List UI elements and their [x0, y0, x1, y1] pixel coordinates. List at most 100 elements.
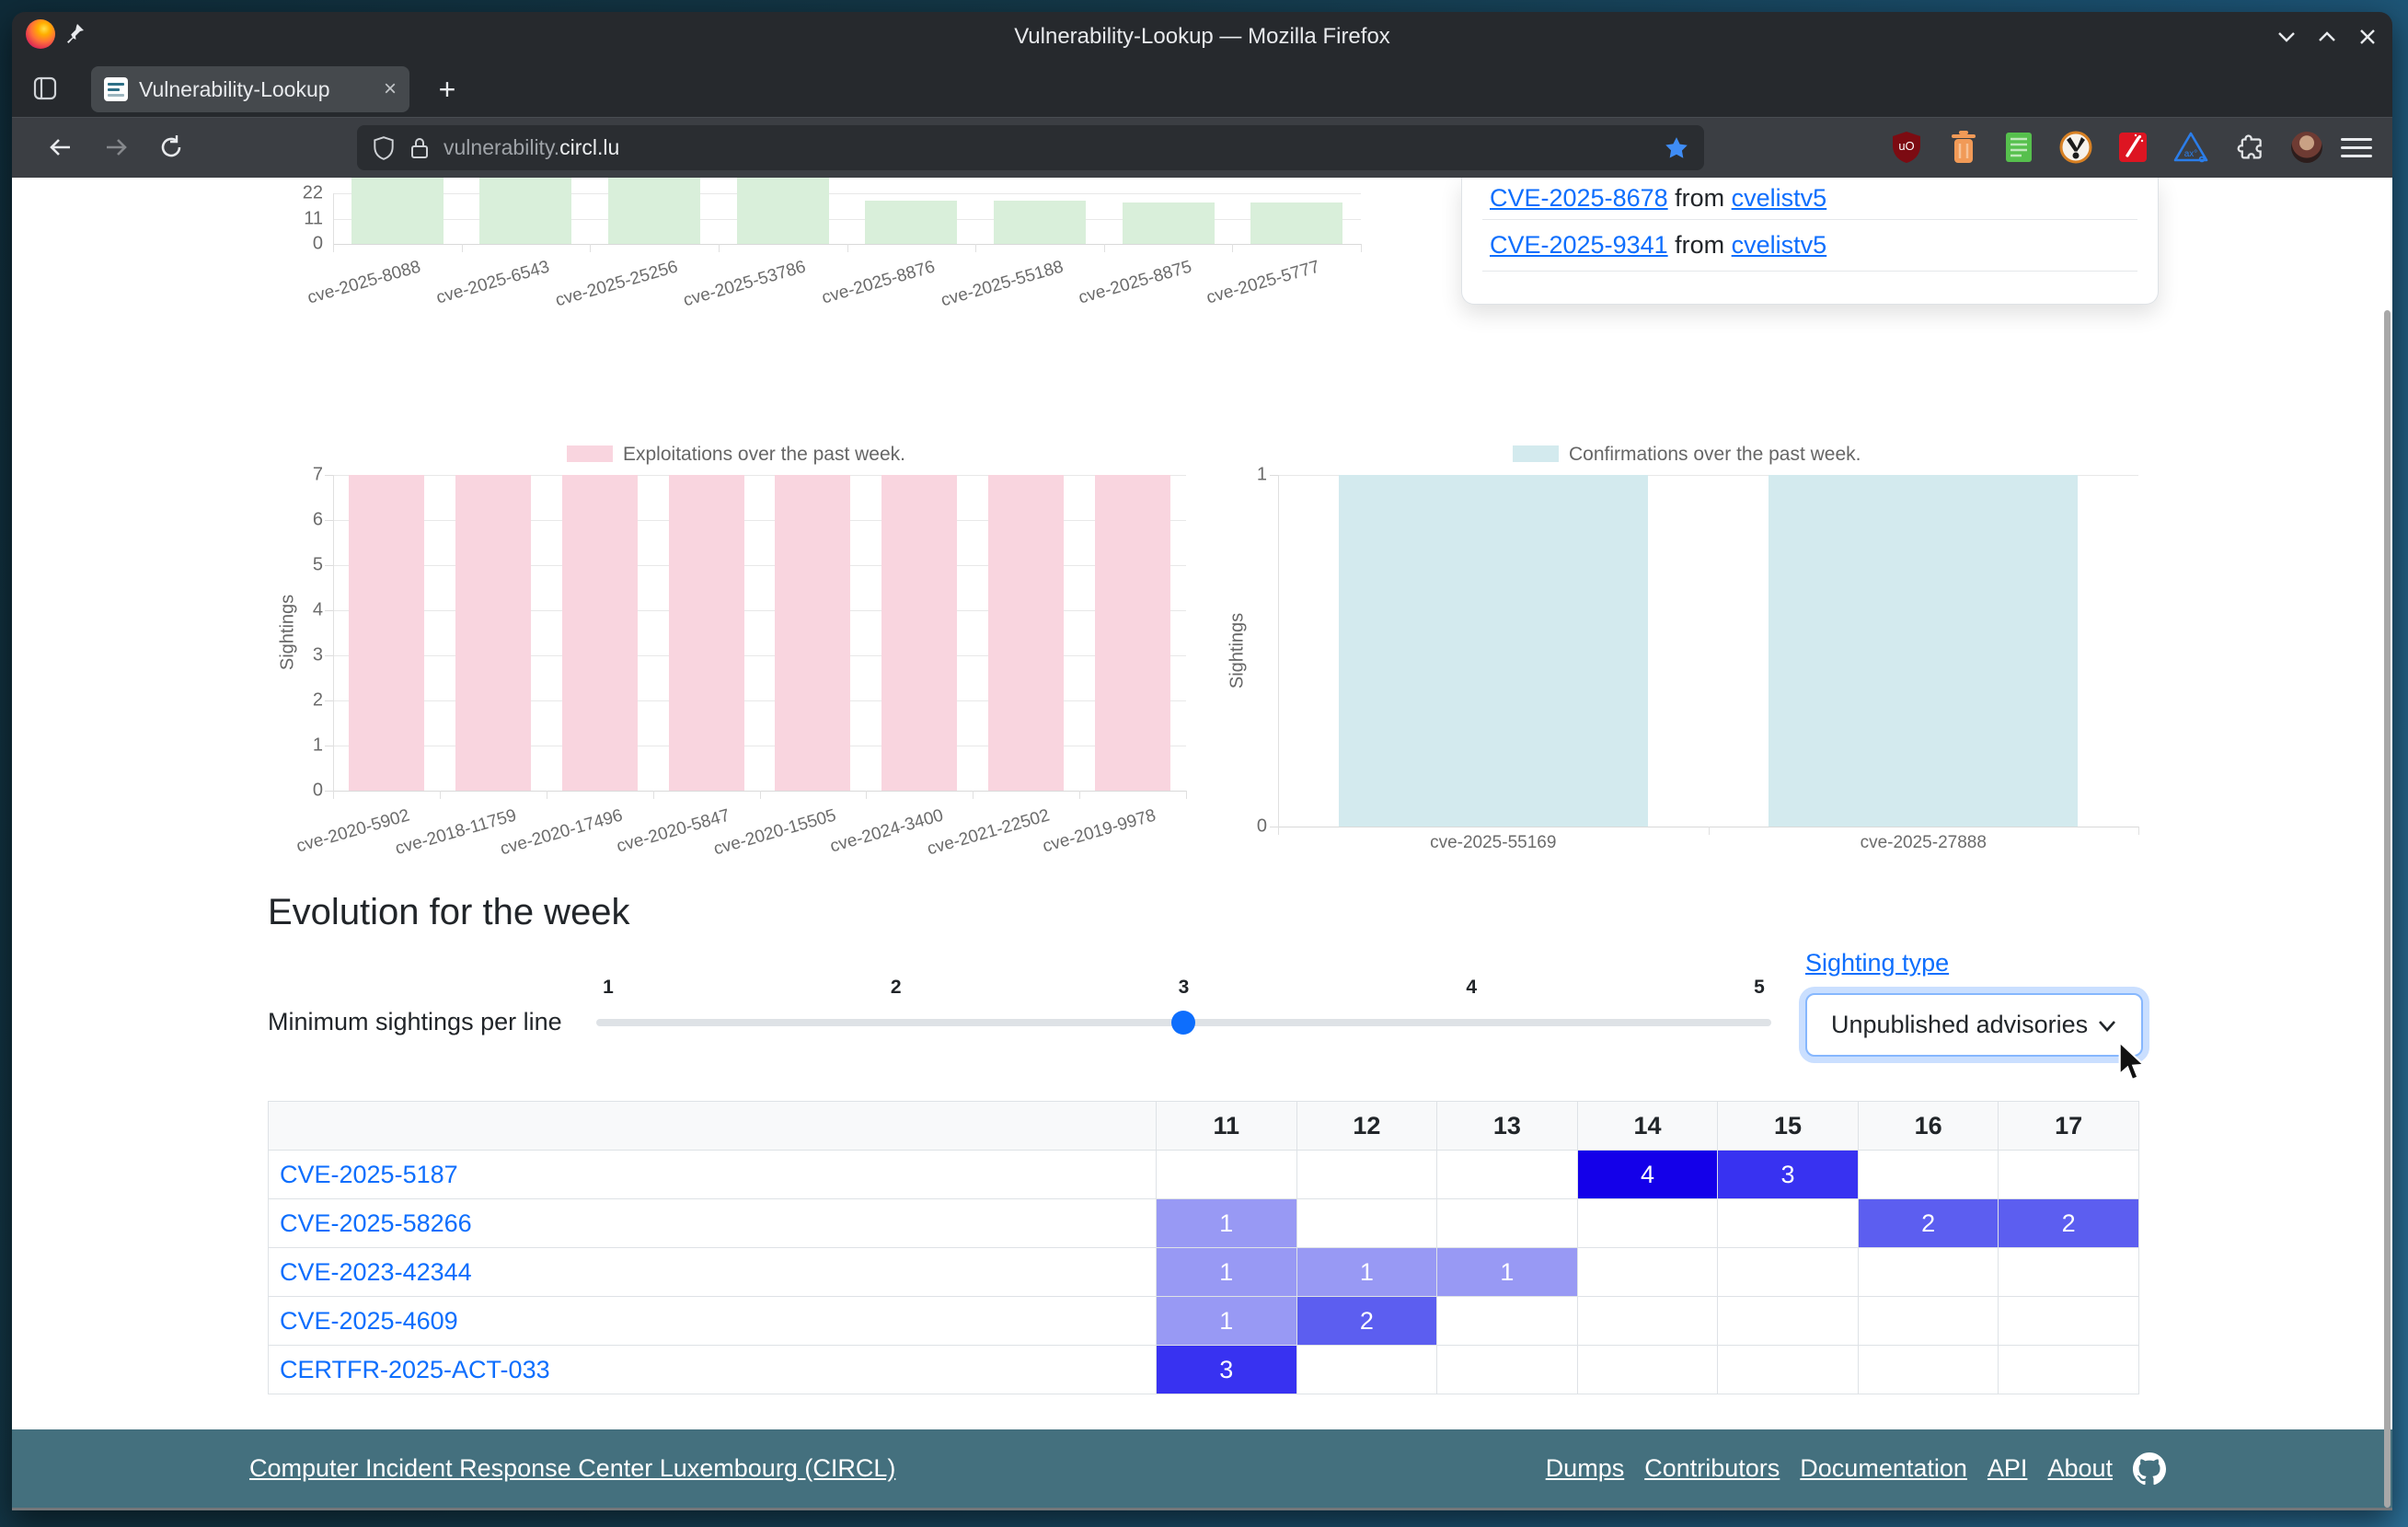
alert-from-text: from [1667, 231, 1732, 259]
sighting-type-value: Unpublished advisories [1831, 1011, 2089, 1038]
x-tick-mark [973, 791, 974, 799]
footer-link-documentation[interactable]: Documentation [1800, 1454, 1967, 1482]
tab-label: Vulnerability-Lookup [139, 76, 330, 101]
x-category-label: cve-2025-55169 [1430, 833, 1557, 852]
back-button[interactable] [40, 126, 82, 168]
sighting-count-cell [1998, 1150, 2139, 1199]
footer-link-contributors[interactable]: Contributors [1644, 1454, 1780, 1482]
forward-button[interactable] [95, 126, 137, 168]
x-tick-mark [1079, 791, 1081, 799]
trash-icon[interactable] [1949, 130, 1978, 165]
y-tick-label: 3 [312, 644, 323, 665]
maximize-button[interactable] [2315, 25, 2339, 49]
bar [348, 475, 424, 791]
gridline [333, 700, 1186, 701]
sighting-count-cell [1998, 1345, 2139, 1394]
vuln-link[interactable]: CVE-2025-58266 [280, 1209, 472, 1237]
alert-cve-link[interactable]: CVE-2025-9341 [1490, 231, 1668, 259]
extensions-puzzle-icon[interactable] [2234, 132, 2265, 163]
close-button[interactable] [2356, 25, 2379, 49]
axe-devtools-icon[interactable]: ax° [2173, 131, 2208, 164]
x-tick-mark [1278, 827, 1279, 835]
sighting-count-cell [1576, 1296, 1719, 1346]
table-corner [268, 1101, 1157, 1151]
sighting-count-cell [1576, 1247, 1719, 1297]
alert-item: CVE-2025-9341 from cvelistv5 [1482, 220, 2137, 272]
scrollbar-thumb[interactable] [2384, 310, 2391, 1508]
y-tick-mark [325, 700, 333, 701]
titlebar: Vulnerability-Lookup — Mozilla Firefox [12, 12, 2392, 61]
sighting-count-cell [1717, 1198, 1859, 1248]
slider-thumb[interactable] [1171, 1011, 1195, 1035]
lock-icon[interactable] [409, 135, 431, 161]
y-tick-label: 5 [312, 554, 323, 575]
x-category-label: cve-2025-25256 [553, 257, 680, 311]
vuln-link[interactable]: CVE-2023-42344 [280, 1257, 472, 1286]
window-controls [2275, 12, 2379, 61]
minimize-button[interactable] [2275, 25, 2299, 49]
min-sightings-slider[interactable] [596, 1011, 1771, 1035]
day-column-header: 15 [1717, 1101, 1859, 1151]
tab-close-icon[interactable]: × [383, 76, 397, 101]
ublock-origin-icon[interactable]: uO [1890, 130, 1923, 165]
y-tick-label: 1 [312, 735, 323, 756]
x-tick-mark [439, 791, 441, 799]
page-content: 0 11 22 cve-2025-8088 cve-2025-6543 cve-2025-… [12, 178, 2392, 1508]
vuln-link[interactable]: CERTFR-2025-ACT-033 [280, 1355, 550, 1383]
circl-link[interactable]: Computer Incident Response Center Luxemb… [249, 1454, 896, 1482]
vuln-link[interactable]: CVE-2025-4609 [280, 1306, 458, 1335]
window-title: Vulnerability-Lookup — Mozilla Firefox [1014, 23, 1390, 49]
vuln-link[interactable]: CVE-2025-5187 [280, 1160, 458, 1188]
alert-source-link[interactable]: cvelistv5 [1731, 231, 1827, 259]
footer-link-about[interactable]: About [2047, 1454, 2113, 1482]
x-tick-mark [1708, 827, 1710, 835]
x-tick-mark [652, 791, 654, 799]
tab-vulnerability-lookup[interactable]: Vulnerability-Lookup × [91, 66, 409, 112]
x-category-label: cve-2025-8088 [305, 257, 423, 308]
y-tick-mark [325, 520, 333, 521]
alert-cve-link[interactable]: CVE-2025-8678 [1490, 184, 1668, 212]
footer: Computer Incident Response Center Luxemb… [12, 1429, 2392, 1508]
profile-avatar[interactable] [2291, 132, 2322, 163]
gridline [333, 565, 1186, 566]
shield-icon[interactable] [372, 135, 396, 161]
sighting-count-cell [1296, 1345, 1438, 1394]
sighting-count-cell: 2 [1857, 1198, 1999, 1248]
vuln-id-cell: CVE-2025-58266 [268, 1198, 1157, 1248]
table-row: CVE-2025-5187 4 3 [268, 1150, 2139, 1199]
sighting-type-select[interactable]: Unpublished advisories [1805, 993, 2143, 1057]
chevron-down-icon [2099, 1020, 2115, 1032]
x-category-label: cve-2020-15505 [711, 805, 839, 860]
alert-source-link[interactable]: cvelistv5 [1731, 184, 1827, 212]
y-tick-label: 7 [312, 464, 323, 485]
vuln-id-cell: CVE-2025-4609 [268, 1296, 1157, 1346]
gridline [333, 475, 1186, 476]
bar [668, 475, 744, 791]
y-tick-label: 4 [312, 599, 323, 620]
y-tick-label: 0 [1256, 816, 1267, 837]
x-category-label: cve-2025-6543 [433, 257, 552, 308]
x-tick-mark [975, 244, 977, 252]
bookmark-star-icon[interactable] [1664, 135, 1689, 161]
sighting-type-link[interactable]: Sighting type [1805, 949, 1950, 977]
slider-mark: 3 [1178, 977, 1190, 998]
vuln-id-cell: CERTFR-2025-ACT-033 [268, 1345, 1157, 1394]
privacy-badger-icon[interactable] [2059, 131, 2092, 164]
firefox-view-button[interactable] [30, 74, 60, 108]
sighting-count-cell [1857, 1247, 1999, 1297]
y-tick-mark [325, 610, 333, 611]
slider-mark: 2 [890, 977, 902, 998]
y-tick-label: 11 [304, 208, 323, 228]
notes-icon[interactable] [2004, 131, 2034, 164]
svg-text:uO: uO [1898, 139, 1914, 153]
stylus-wand-icon[interactable] [2118, 131, 2148, 164]
url-bar[interactable]: vulnerability.circl.lu [357, 125, 1704, 170]
reload-button[interactable] [150, 126, 192, 168]
menu-icon[interactable] [2341, 132, 2372, 163]
bar [736, 178, 829, 244]
github-icon[interactable] [2133, 1452, 2166, 1486]
footer-link-api[interactable]: API [1987, 1454, 2028, 1482]
footer-link-dumps[interactable]: Dumps [1545, 1454, 1625, 1482]
gridline [333, 520, 1186, 521]
new-tab-button[interactable]: + [438, 72, 456, 106]
